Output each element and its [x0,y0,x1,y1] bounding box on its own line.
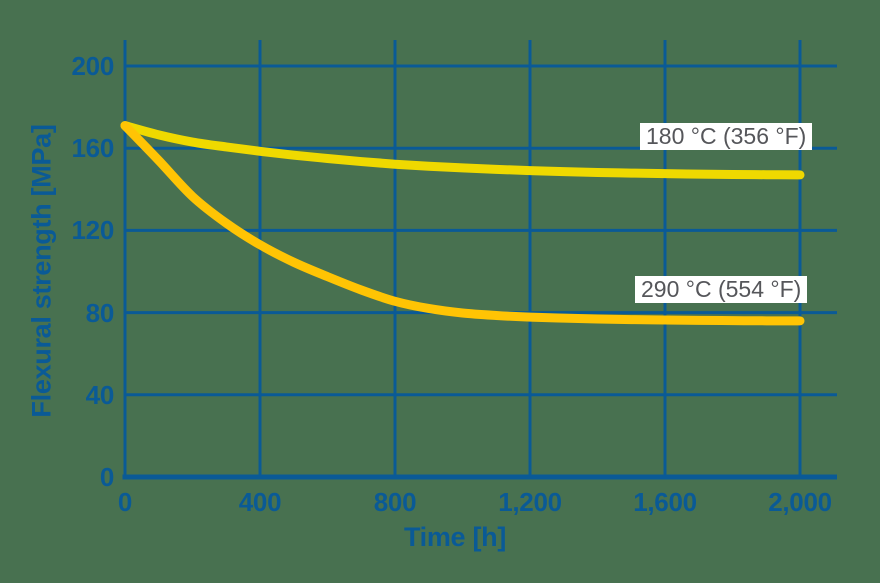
x-tick-label: 400 [238,487,282,517]
x-tick-label: 2,000 [768,487,832,517]
series-curve-0 [120,121,805,180]
x-tick-label: 0 [117,487,133,517]
curve-label-290c: 290 °C (554 °F) [635,276,808,303]
y-tick-label: 160 [71,133,115,164]
y-tick-label: 40 [85,379,115,410]
series-curve-1 [120,121,805,326]
x-axis-title: Time [h] [403,522,507,552]
curve-label-180c: 180 °C (356 °F) [640,123,813,150]
x-tick-label: 800 [373,487,417,517]
y-tick-label: 200 [71,51,115,81]
x-tick-label: 1,600 [633,487,697,517]
y-tick-label: 120 [71,215,115,246]
y-tick-label: 80 [85,297,115,328]
y-tick-label: 0 [99,462,114,492]
y-axis-title: Flexural strength [MPa] [26,124,57,418]
x-tick-label: 1,200 [498,487,562,517]
